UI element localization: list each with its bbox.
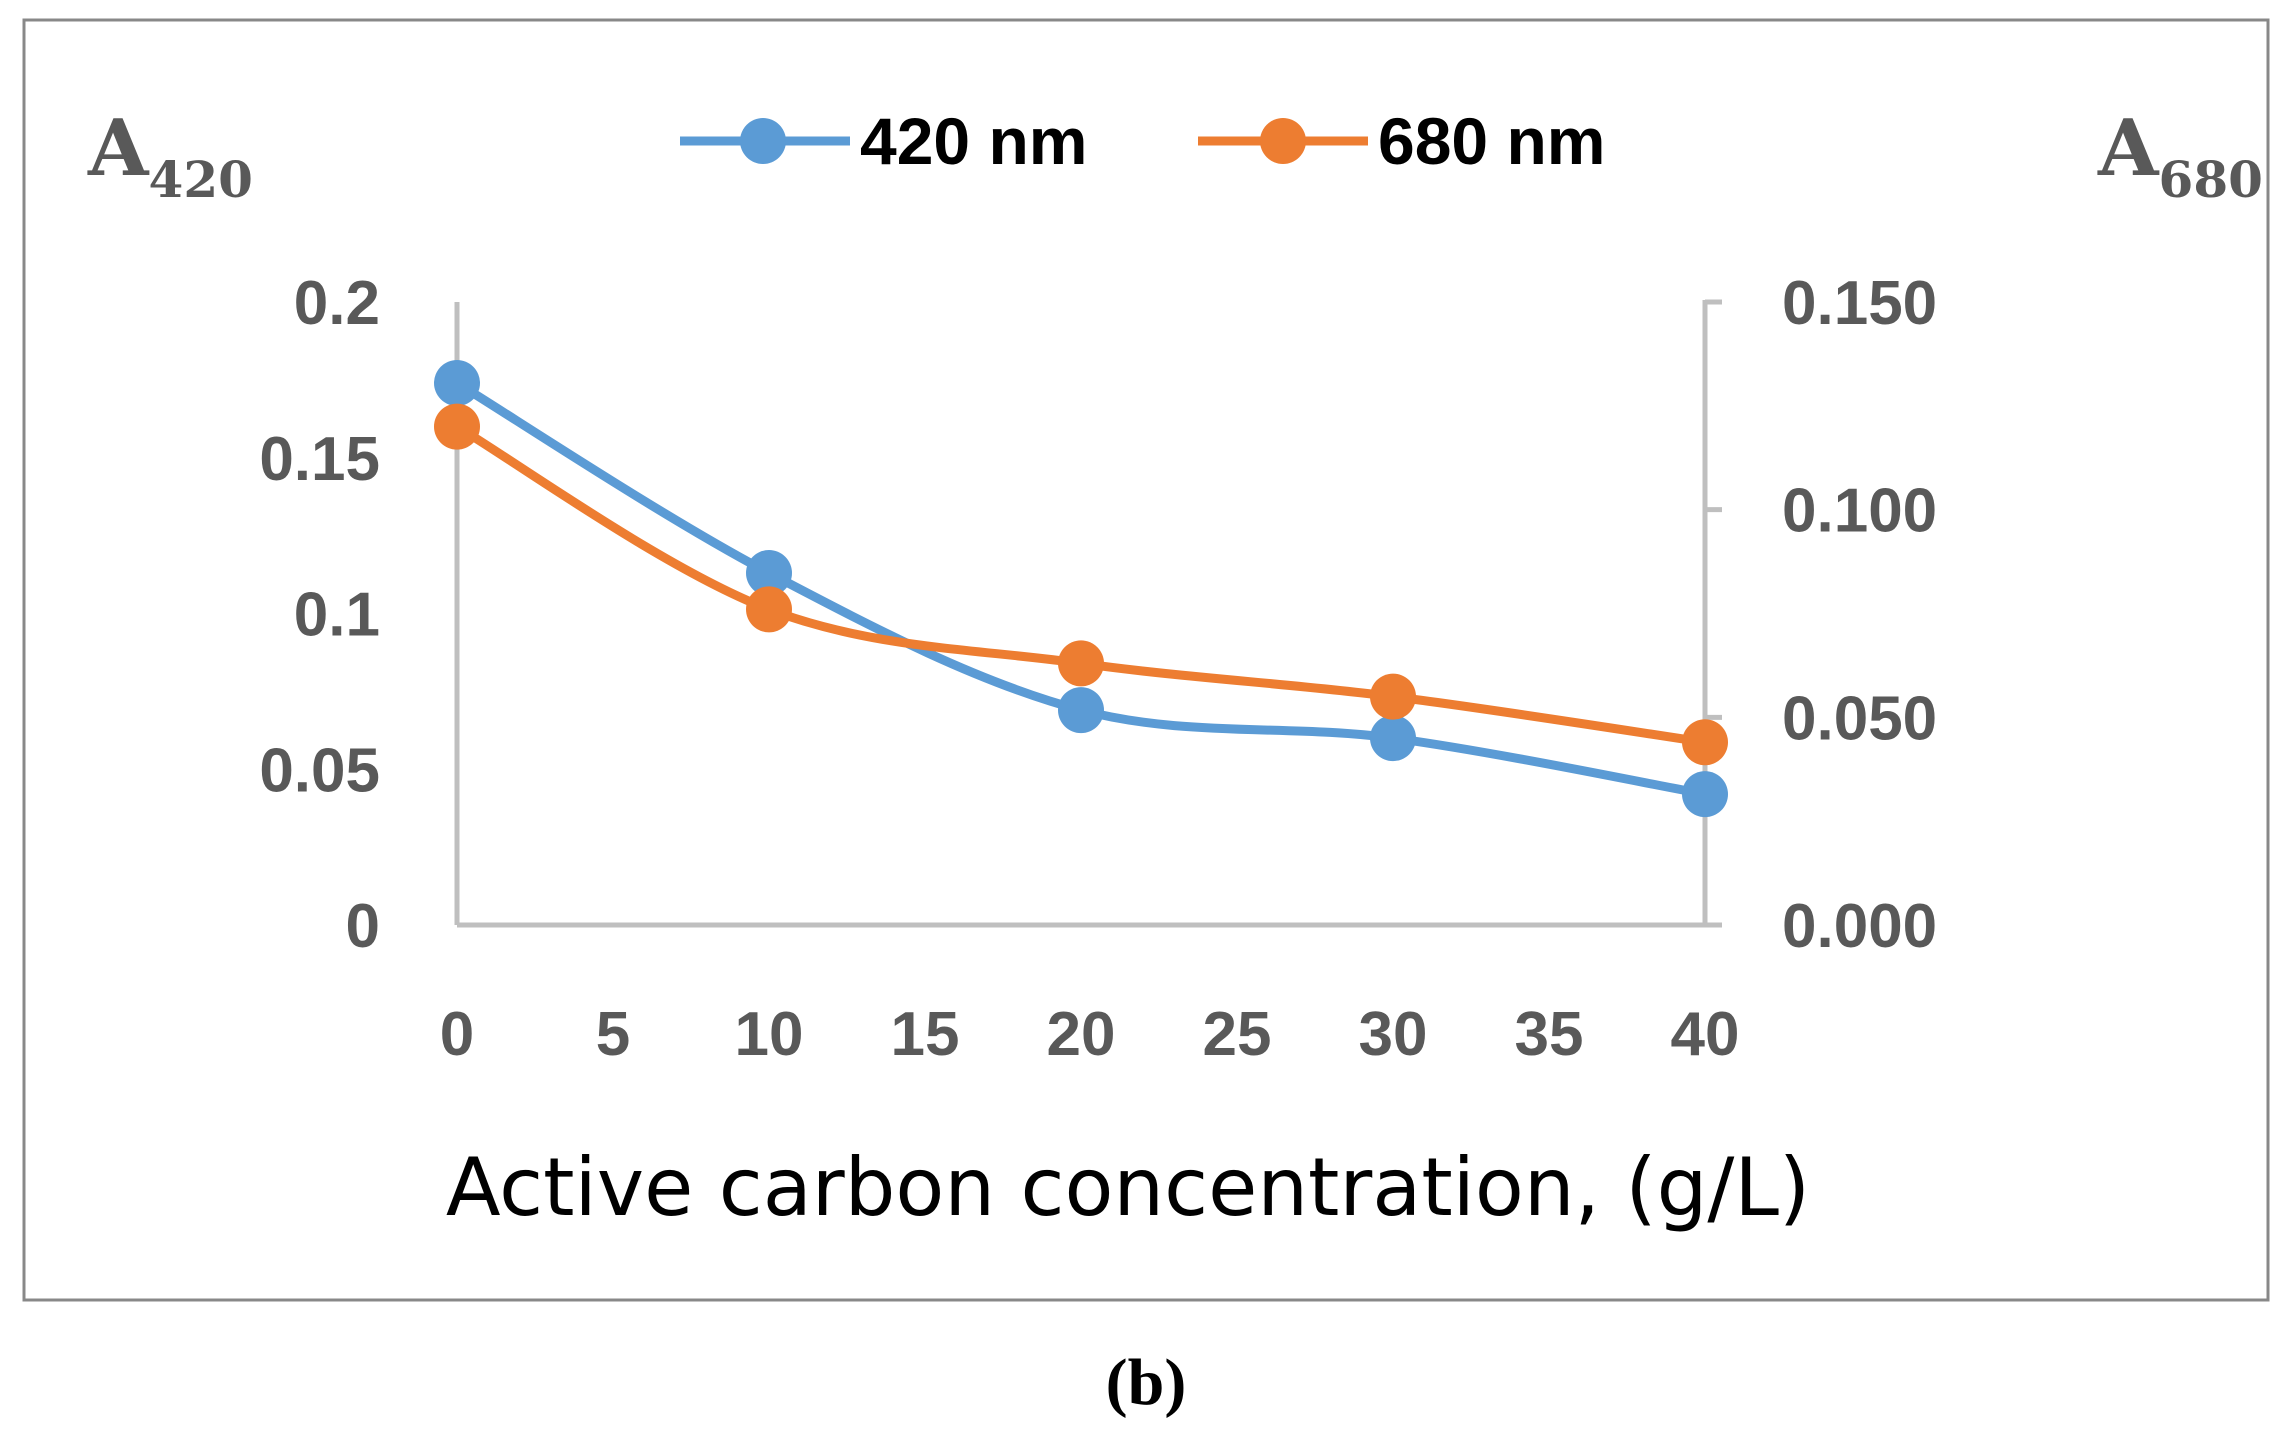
- chart-frame: [22, 18, 2270, 1302]
- panel-label-open: (: [1106, 1346, 1128, 1419]
- y-left-tick-label: 0.15: [259, 425, 380, 494]
- x-tick-label: 15: [891, 1000, 960, 1069]
- y-axis-left-title: A420: [87, 103, 253, 209]
- panel-label-close: ): [1164, 1346, 1186, 1419]
- y-axis-right-title-sub: 680: [2159, 150, 2263, 209]
- y-axis-right-title: A680: [2097, 103, 2263, 209]
- series-point-420-nm: [1370, 715, 1416, 762]
- series-point-680-nm: [1682, 719, 1728, 766]
- series-point-680-nm: [1058, 640, 1104, 687]
- series-point-420-nm: [1682, 771, 1728, 818]
- x-tick-label: 10: [735, 1000, 804, 1069]
- y-axis-right-labels: 0.000 0.050 0.100 0.150: [1782, 269, 1937, 961]
- x-tick-label: 20: [1047, 1000, 1116, 1069]
- y-axis-left-title-main: A: [87, 103, 150, 194]
- y-left-tick-label: 0: [346, 892, 380, 961]
- x-tick-label: 0: [440, 1000, 474, 1069]
- series-point-680-nm: [746, 586, 792, 633]
- y-axis-left-title-sub: 420: [149, 150, 253, 209]
- x-tick-label: 25: [1203, 1000, 1272, 1069]
- y-right-tick-label: 0.100: [1782, 477, 1937, 546]
- series-point-420-nm: [434, 359, 480, 406]
- series-point-680-nm: [434, 403, 480, 450]
- x-tick-label: 40: [1671, 1000, 1740, 1069]
- legend-marker-680: [1260, 118, 1306, 164]
- x-tick-label: 5: [596, 1000, 630, 1069]
- y-axis-left-labels: 0 0.05 0.1 0.15 0.2: [259, 269, 380, 961]
- y-axis-right-title-main: A: [2097, 103, 2160, 194]
- y-axis-right-ticks: [1705, 299, 1722, 928]
- legend-label-680: 680 nm: [1378, 104, 1605, 178]
- x-tick-label: 30: [1359, 1000, 1428, 1069]
- y-left-tick-label: 0.1: [294, 581, 380, 650]
- panel-label-letter: b: [1128, 1346, 1165, 1419]
- legend-marker-420: [740, 118, 786, 164]
- y-right-tick-label: 0.000: [1782, 892, 1937, 961]
- y-right-tick-label: 0.050: [1782, 684, 1937, 753]
- legend-label-420: 420 nm: [860, 104, 1087, 178]
- x-axis-title: Active carbon concentration, (g/L): [446, 1141, 1810, 1234]
- y-left-tick-label: 0.2: [294, 269, 380, 338]
- series-point-420-nm: [1058, 687, 1104, 734]
- series-layer: [434, 359, 1728, 818]
- y-left-tick-label: 0.05: [259, 736, 380, 805]
- x-axis-labels: 0 5 10 15 20 25 30 35 40: [440, 1000, 1740, 1069]
- x-tick-label: 35: [1515, 1000, 1584, 1069]
- panel-label: (b): [1106, 1346, 1187, 1419]
- legend: 420 nm 680 nm: [680, 104, 1605, 178]
- y-right-tick-label: 0.150: [1782, 269, 1937, 338]
- series-point-680-nm: [1370, 673, 1416, 720]
- series-point-420-nm: [746, 550, 792, 597]
